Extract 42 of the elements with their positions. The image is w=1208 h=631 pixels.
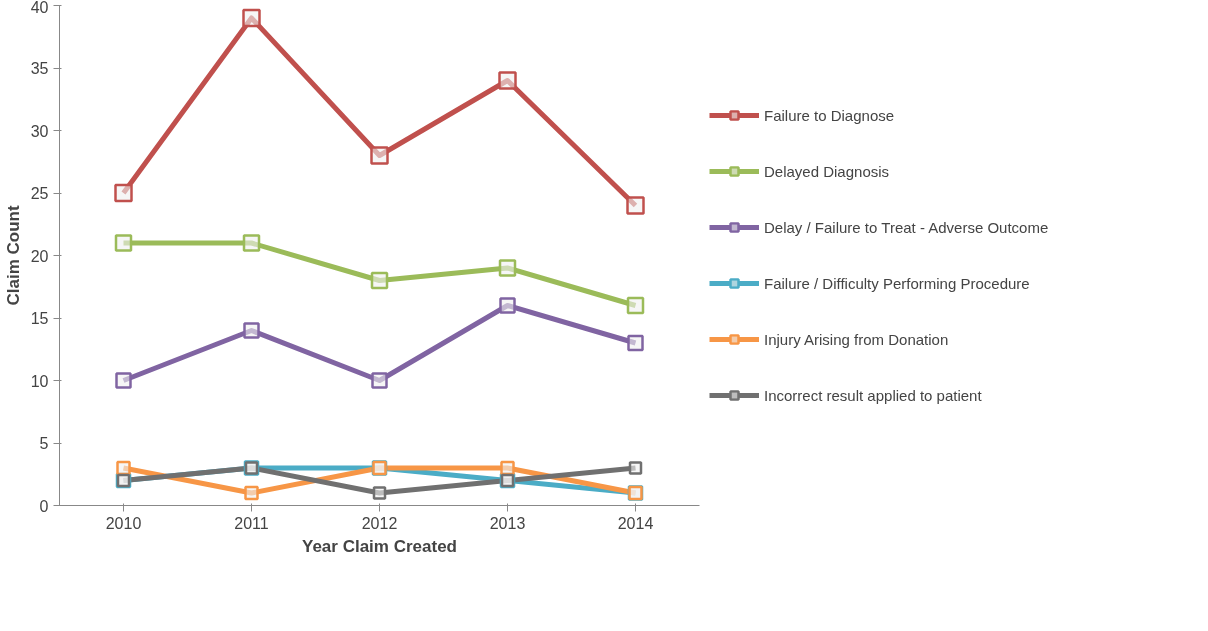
point [498, 259, 517, 277]
y-tick-label: 10 [30, 372, 49, 390]
x-tick-label: 2014 [617, 514, 654, 532]
point [498, 71, 517, 90]
x-axis-title: Year Claim Created [302, 536, 457, 556]
point [628, 461, 643, 475]
x-tick-label: 2012 [361, 514, 398, 532]
point [370, 146, 389, 165]
point [626, 296, 645, 315]
point [116, 460, 131, 476]
legend-label: Delay / Failure to Treat - Adverse Outcome [764, 218, 1049, 236]
point [372, 486, 387, 500]
legend-label: Failure to Diagnose [764, 106, 895, 124]
point [243, 322, 260, 339]
y-tick-label: 30 [30, 122, 49, 140]
point [242, 8, 261, 28]
x-tick-label: 2013 [489, 514, 526, 532]
x-tick-label: 2011 [234, 514, 269, 532]
point [627, 334, 644, 352]
point [115, 372, 132, 389]
point [371, 372, 388, 389]
y-tick-label: 40 [30, 0, 49, 16]
point [244, 485, 259, 501]
point [242, 234, 261, 252]
y-tick-label: 15 [30, 310, 49, 327]
legend-label: Injury Arising from Donation [764, 330, 949, 348]
y-axis-title: Claim Count [3, 205, 23, 306]
legend-label: Incorrect result applied to patient [764, 386, 982, 404]
x-tick-label: 2010 [105, 514, 142, 532]
point [626, 196, 645, 215]
point [500, 460, 515, 476]
y-tick-label: 20 [30, 247, 49, 265]
point [114, 183, 133, 203]
y-tick-label: 0 [39, 497, 49, 515]
legend-label: Delayed Diagnosis [764, 162, 890, 180]
point [370, 271, 389, 290]
y-tick-label: 35 [30, 60, 49, 77]
point [499, 297, 516, 314]
y-tick-label: 25 [30, 185, 49, 202]
y-tick-label: 5 [39, 435, 49, 452]
legend-label: Failure / Difficulty Performing Procedure [764, 274, 1030, 292]
point [114, 234, 133, 252]
